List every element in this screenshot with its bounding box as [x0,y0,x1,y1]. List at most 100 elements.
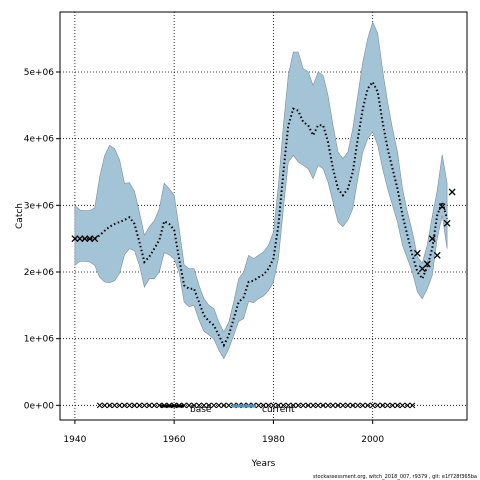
zero-marker [215,402,222,409]
zero-marker [379,402,386,409]
zero-marker [399,402,406,409]
x-tick-label: 1980 [262,435,285,445]
legend-label-current: current [262,405,295,415]
zero-marker [225,402,232,409]
zero-marker [206,402,212,409]
marker-stroke [71,235,79,243]
marker-stroke [443,219,451,227]
zero-marker [111,402,118,409]
zero-marker [265,402,272,409]
zero-marker [255,402,262,409]
zero-marker [389,402,396,409]
marker-stroke [290,402,297,409]
y-tick-label: 0e+00 [24,401,55,411]
y-axis-title: Catch [15,203,25,229]
zero-marker [121,402,128,409]
marker-stroke [151,402,158,409]
marker-stroke [146,402,153,409]
marker-stroke [310,402,317,409]
zero-marker [196,402,202,409]
zero-marker [315,402,321,409]
zero-marker [344,402,351,409]
confidence-band [74,21,448,360]
marker-stroke [156,402,163,409]
zero-marker [300,402,307,409]
zero-marker [131,402,138,409]
marker-stroke [399,402,406,409]
zero-marker [340,402,346,409]
marker-stroke [364,402,371,409]
band-area [74,21,448,360]
zero-marker [394,402,401,409]
marker-stroke [121,402,128,409]
zero-marker [354,402,361,409]
y-tick-label: 2e+06 [24,268,55,278]
x-tick-label: 1940 [63,435,86,445]
marker-stroke [191,402,197,409]
marker-stroke [389,402,396,409]
marker-stroke [270,402,277,409]
legend-label-base: base [190,405,212,415]
observed-point [428,235,436,243]
x-tick-label: 2000 [361,435,384,445]
marker-stroke [116,402,123,409]
marker-stroke [305,402,312,409]
legend: base current [160,404,295,415]
marker-stroke [285,402,292,409]
marker-stroke [131,402,138,409]
zero-marker [210,402,217,409]
marker-stroke [96,402,103,409]
zero-marker [101,402,108,409]
marker-stroke [335,402,341,409]
marker-stroke [106,402,113,409]
marker-stroke [76,235,84,243]
marker-stroke [81,235,89,243]
observed-point [443,219,451,227]
footer-credit: stockassessment.org, witch_2018_007, r93… [313,474,477,480]
marker-stroke [409,402,416,409]
zero-marker [270,402,277,409]
marker-stroke [374,402,381,409]
observed-point [423,260,431,268]
zero-marker [409,402,416,409]
marker-stroke [315,402,321,409]
zero-marker [369,402,376,409]
zero-marker [146,402,153,409]
zero-marker [151,402,158,409]
marker-stroke [186,402,192,409]
marker-stroke [111,402,118,409]
observed-point [448,188,456,196]
marker-stroke [438,203,446,211]
y-axis: 0e+00 1e+06 2e+06 3e+06 4e+06 5e+06 [24,68,60,411]
zero-marker [295,402,302,409]
marker-stroke [320,402,326,409]
marker-stroke [201,402,207,409]
zero-marker [285,402,292,409]
observed-points [71,188,456,273]
observed-point [81,235,89,243]
marker-stroke [255,402,262,409]
marker-stroke [413,249,421,257]
marker-stroke [136,402,143,409]
zero-marker [220,402,227,409]
plot-frame [59,11,468,421]
zero-marker [359,402,366,409]
marker-stroke [220,402,227,409]
zero-marker [374,402,381,409]
zero-marker [116,402,123,409]
y-tick-label: 1e+06 [24,335,55,345]
marker-stroke [384,402,391,409]
y-tick-label: 4e+06 [24,135,55,145]
marker-stroke [141,402,148,409]
marker-stroke [210,402,217,409]
marker-stroke [260,402,267,409]
marker-stroke [330,402,336,409]
zero-marker [201,402,207,409]
observed-point [433,251,441,259]
marker-stroke [394,402,401,409]
zero-marker [290,402,297,409]
marker-stroke [280,402,287,409]
zero-marker [349,402,356,409]
x-tick-label: 1960 [163,435,186,445]
